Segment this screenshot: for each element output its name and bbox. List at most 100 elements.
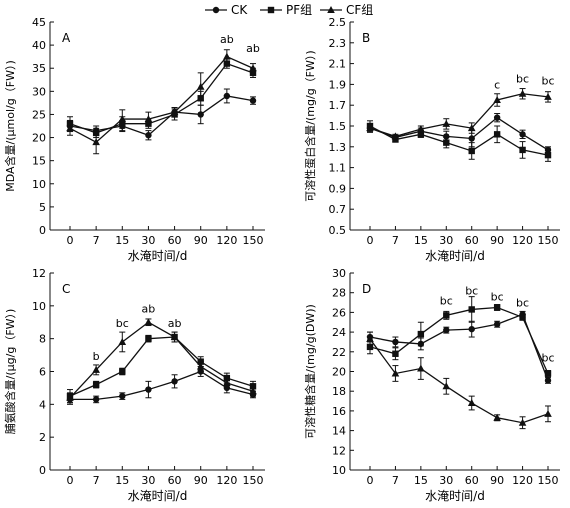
data-point bbox=[443, 139, 450, 146]
y-axis-label: 脯氨酸含量/(μg/g（FW）) bbox=[3, 309, 17, 435]
series-square bbox=[366, 120, 552, 162]
chart-panel-A: 0 5 10 15 20 25 30 35 40 45 0 7 15 30 60 90 120 150 水淹时间/d… bbox=[3, 16, 265, 263]
x-tick-label: 15 bbox=[414, 234, 428, 247]
series-line bbox=[369, 93, 549, 138]
significance-label: b bbox=[93, 350, 100, 363]
data-point bbox=[249, 387, 257, 395]
y-tick-label: 25 bbox=[32, 108, 46, 121]
data-point bbox=[519, 131, 526, 138]
x-tick-label: 7 bbox=[93, 234, 100, 247]
x-tick-label: 30 bbox=[439, 474, 453, 487]
y-tick-label: 2.5 bbox=[329, 16, 347, 29]
data-point bbox=[144, 318, 153, 326]
data-point bbox=[467, 124, 476, 132]
data-point bbox=[417, 330, 425, 338]
data-point bbox=[391, 132, 400, 140]
series-line bbox=[69, 321, 254, 399]
data-point bbox=[443, 312, 450, 319]
legend-item-0: CK bbox=[205, 3, 248, 17]
legend-label: CF组 bbox=[346, 3, 373, 17]
significance-label: bc bbox=[541, 352, 554, 365]
data-point bbox=[544, 92, 552, 100]
data-point bbox=[443, 133, 450, 140]
series-line bbox=[369, 116, 549, 151]
data-point bbox=[92, 365, 100, 373]
series-triangle bbox=[66, 318, 257, 404]
x-tick-label: 90 bbox=[490, 234, 504, 247]
data-point bbox=[196, 82, 205, 90]
x-tick-label: 0 bbox=[67, 234, 74, 247]
data-point bbox=[223, 92, 231, 100]
data-point bbox=[366, 334, 374, 342]
y-tick-label: 10 bbox=[32, 300, 46, 313]
x-tick-label: 150 bbox=[538, 234, 559, 247]
chart-panel-B: 0.5 0.7 0.9 1.1 1.3 1.5 1.7 1.9 2.1 2.3 2.5 0 7 15 30 6… bbox=[303, 16, 560, 263]
significance-label: bc bbox=[516, 296, 529, 309]
data-point bbox=[468, 135, 475, 142]
data-point bbox=[145, 335, 152, 342]
legend-item-2: CF组 bbox=[320, 3, 373, 17]
y-tick-label: 0 bbox=[39, 464, 46, 477]
legend-label: CK bbox=[231, 3, 248, 17]
data-point bbox=[118, 115, 127, 123]
panel-label: D bbox=[362, 282, 371, 296]
x-tick-label: 0 bbox=[367, 234, 374, 247]
data-point bbox=[544, 151, 552, 159]
data-point bbox=[392, 136, 399, 143]
x-tick-label: 0 bbox=[67, 474, 74, 487]
legend: CK PF组 CF组 bbox=[205, 3, 373, 17]
data-point bbox=[443, 326, 450, 334]
significance-label: c bbox=[494, 79, 500, 92]
series-line bbox=[369, 338, 549, 424]
x-tick-label: 7 bbox=[392, 234, 399, 247]
legend-label: PF组 bbox=[286, 3, 312, 17]
y-tick-label: 0.9 bbox=[329, 182, 347, 195]
y-tick-label: 1.9 bbox=[329, 78, 347, 91]
data-point bbox=[66, 124, 74, 132]
legend-item-1: PF组 bbox=[260, 3, 312, 17]
data-point bbox=[544, 377, 552, 384]
series-line bbox=[69, 62, 254, 134]
series-square bbox=[66, 331, 257, 404]
data-point bbox=[145, 386, 152, 393]
y-tick-label: 0 bbox=[39, 224, 46, 237]
data-point bbox=[92, 381, 100, 388]
y-tick-label: 28 bbox=[332, 287, 346, 300]
y-tick-label: 40 bbox=[32, 39, 46, 52]
data-point bbox=[468, 306, 475, 313]
x-tick-label: 90 bbox=[490, 474, 504, 487]
y-tick-label: 2.3 bbox=[329, 37, 347, 50]
significance-label: bc bbox=[116, 317, 129, 330]
y-tick-label: 20 bbox=[332, 366, 346, 379]
significance-label: ab bbox=[246, 42, 260, 55]
y-tick-label: 10 bbox=[32, 178, 46, 191]
panel-label: C bbox=[62, 282, 70, 296]
y-tick-label: 12 bbox=[332, 444, 346, 457]
significance-label: ab bbox=[220, 33, 234, 46]
data-point bbox=[442, 382, 451, 390]
data-point bbox=[518, 89, 527, 97]
y-axis-label: MDA含量/(μmol/g（FW）) bbox=[3, 60, 17, 191]
y-tick-label: 30 bbox=[32, 85, 46, 98]
data-point bbox=[417, 131, 425, 138]
x-tick-label: 60 bbox=[465, 474, 479, 487]
y-tick-label: 1.7 bbox=[329, 99, 347, 112]
x-axis-label: 水淹时间/d bbox=[425, 249, 485, 263]
data-point bbox=[392, 350, 399, 357]
x-tick-label: 15 bbox=[115, 234, 129, 247]
data-point bbox=[391, 369, 400, 377]
x-tick-label: 120 bbox=[216, 234, 237, 247]
series-triangle bbox=[366, 88, 552, 140]
y-tick-label: 45 bbox=[32, 16, 46, 29]
data-point bbox=[170, 108, 179, 116]
x-axis-label: 水淹时间/d bbox=[128, 249, 188, 263]
data-point bbox=[468, 147, 475, 155]
x-tick-label: 7 bbox=[392, 474, 399, 487]
series-line bbox=[69, 55, 254, 143]
chart-panel-D: 10 12 14 16 18 20 22 24 26 28 30 0 7 15 30 60 90 120 150 水淹… bbox=[303, 267, 560, 503]
series-line bbox=[69, 336, 254, 397]
y-tick-label: 15 bbox=[32, 155, 46, 168]
data-point bbox=[170, 333, 179, 341]
y-tick-label: 1.1 bbox=[329, 162, 347, 175]
x-tick-label: 60 bbox=[465, 234, 479, 247]
